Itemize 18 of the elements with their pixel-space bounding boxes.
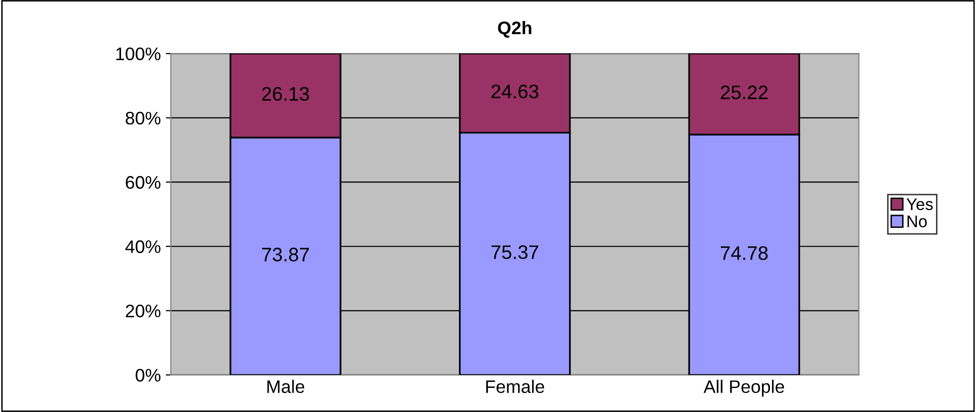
x-tick-label: Male: [267, 380, 304, 394]
x-tick-label: Female: [486, 380, 544, 394]
legend-label: Yes: [906, 198, 933, 210]
y-tick-label: 100%: [116, 47, 160, 60]
data-label: 74.78: [720, 246, 768, 260]
y-tick-label: 40%: [125, 240, 160, 254]
y-tick-label: 60%: [126, 176, 160, 189]
chart-title: Q2h: [498, 21, 532, 38]
x-tick-label: All People: [704, 380, 784, 397]
legend-label: No: [908, 216, 927, 228]
y-tick-label: 80%: [126, 112, 160, 125]
data-label: 73.87: [262, 248, 309, 262]
data-label: 26.13: [262, 86, 309, 101]
data-label: 75.37: [492, 245, 538, 260]
y-tick-label: 20%: [126, 304, 160, 318]
y-tick-label: 0%: [136, 368, 160, 382]
data-label: 25.22: [720, 86, 768, 100]
data-label: 24.63: [491, 84, 538, 98]
